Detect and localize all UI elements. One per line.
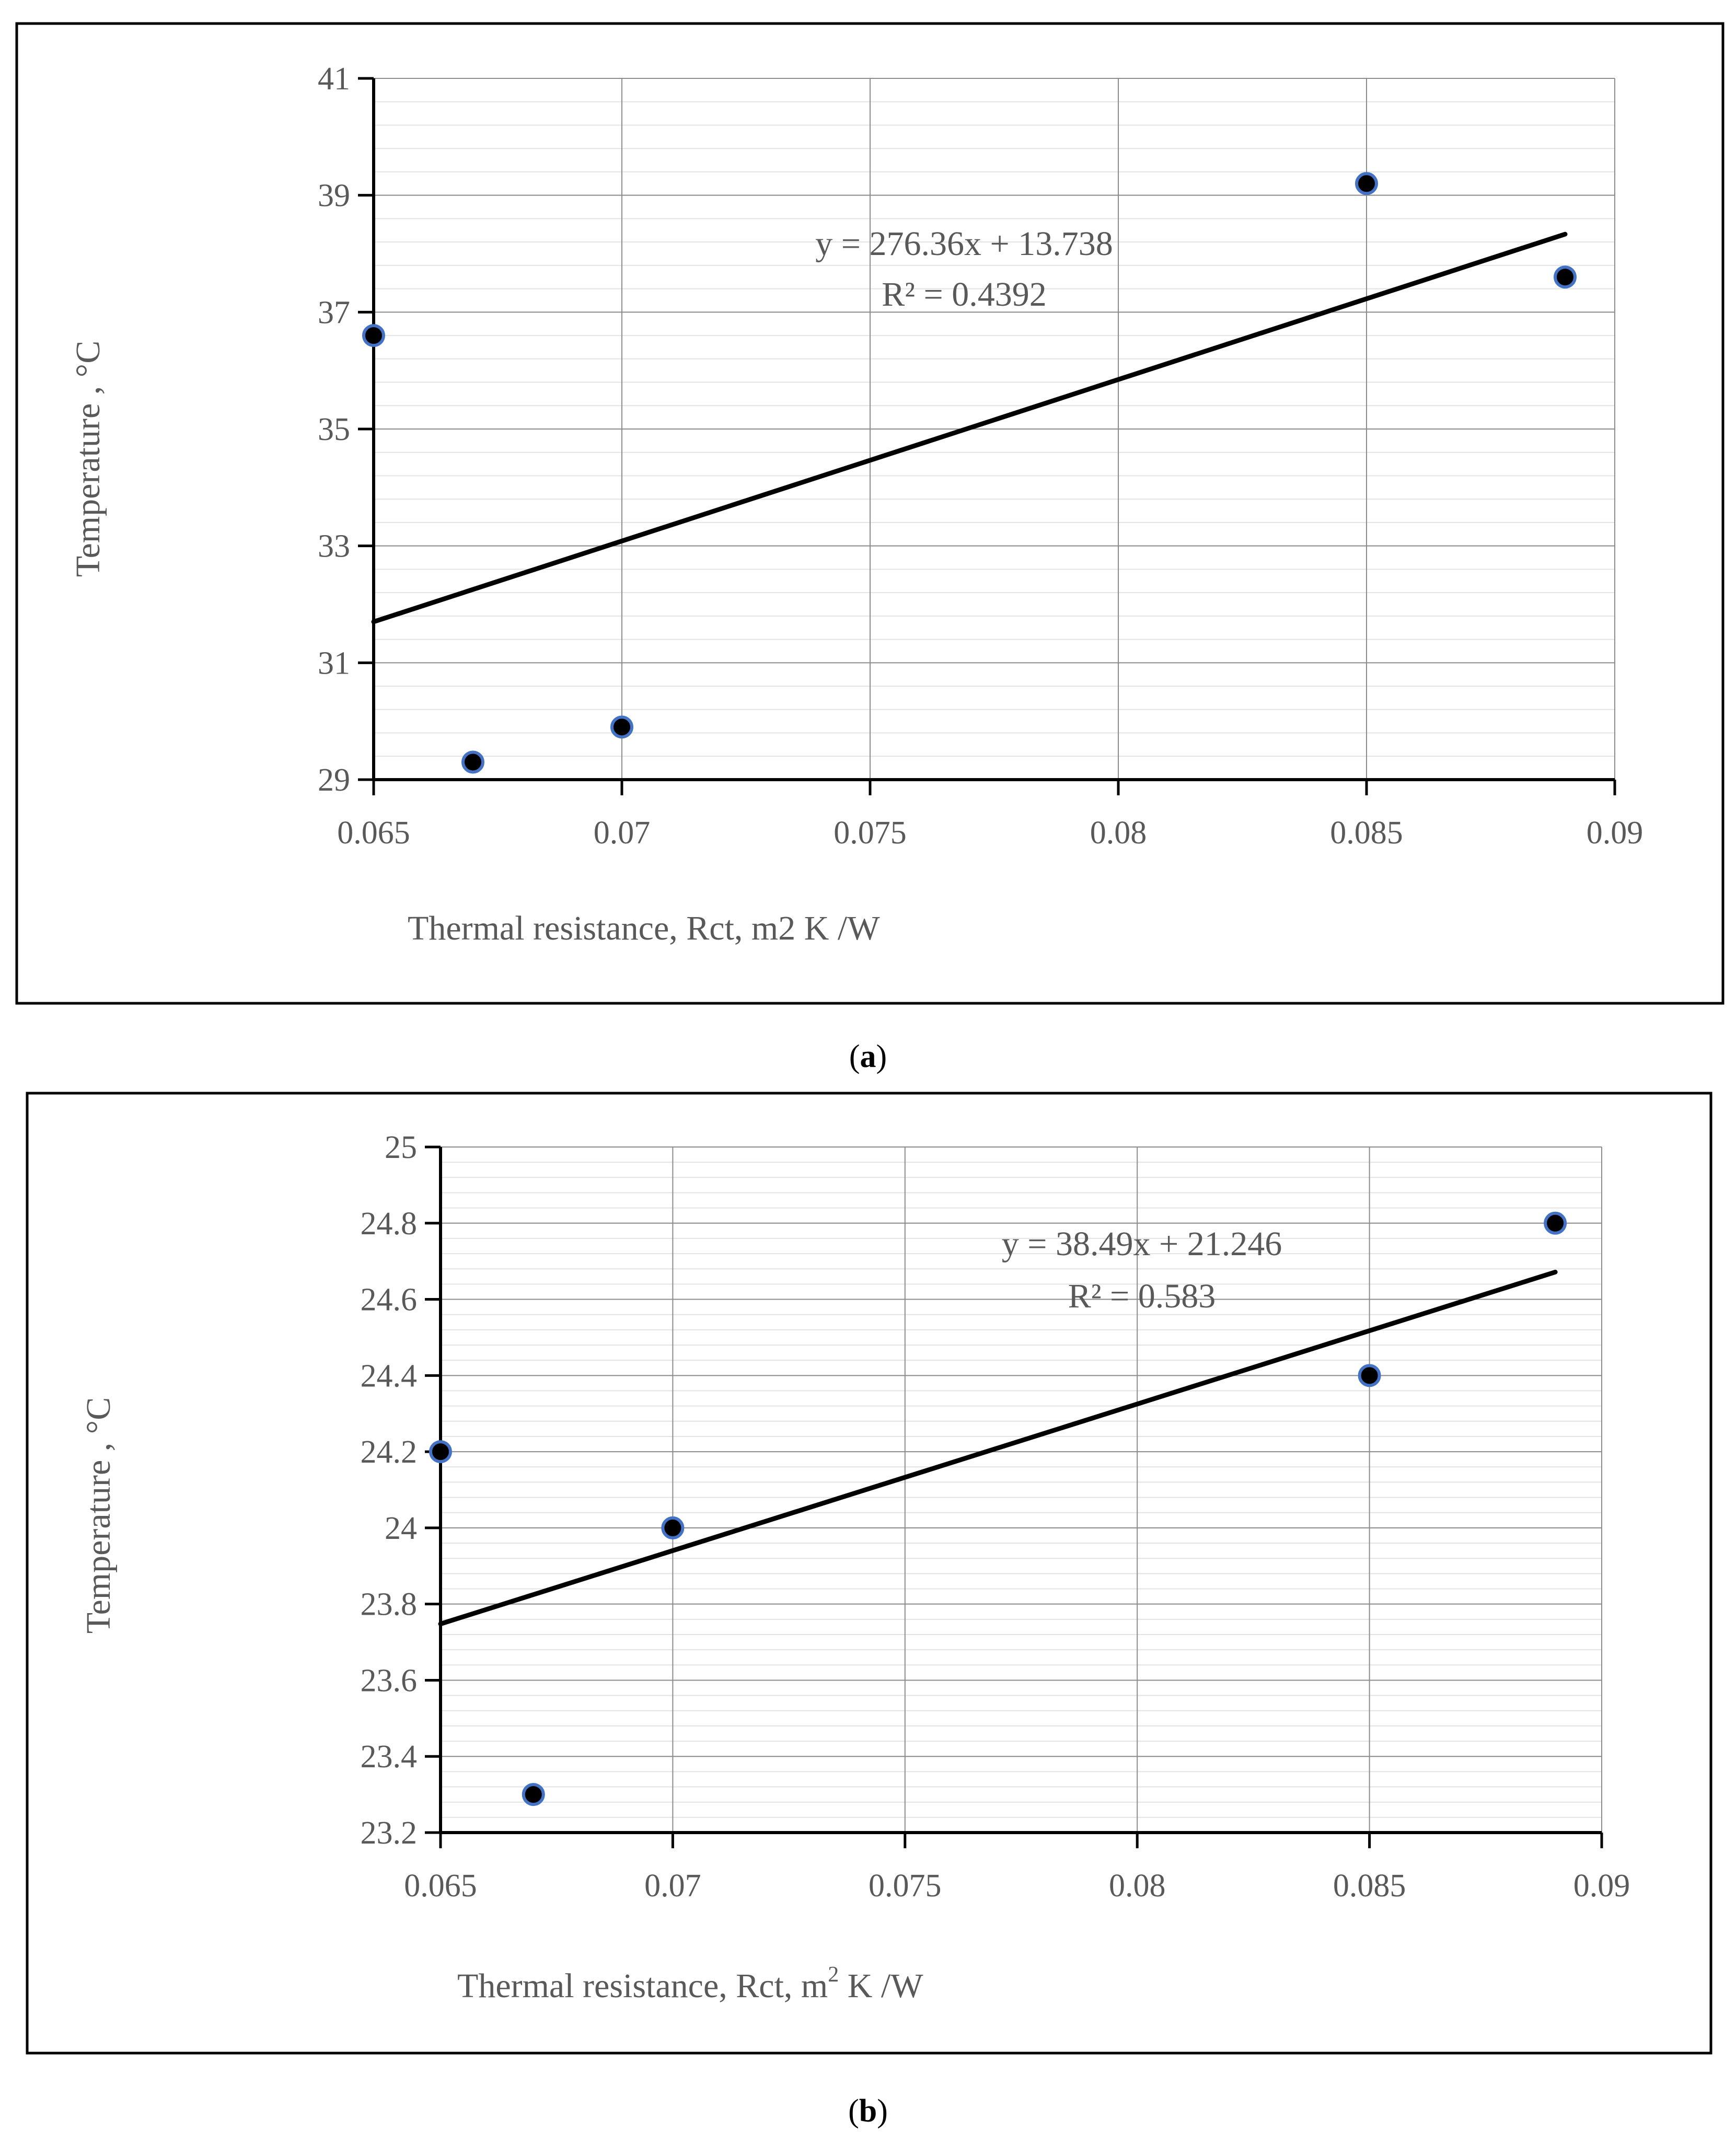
panel-a-major-grid <box>374 78 1615 780</box>
panel-a-y-tick-label: 35 <box>318 412 350 447</box>
panel-a-x-tick-label: 0.08 <box>1090 815 1147 851</box>
panel-a-y-tick-label: 29 <box>318 762 350 798</box>
panel-a-data-point <box>1355 172 1378 195</box>
panel-a-points <box>362 172 1577 774</box>
panel-a-x-tick-label: 0.075 <box>834 815 907 851</box>
panel-b-caption: (b) <box>848 2093 888 2129</box>
panel-b-y-tick-label: 23.4 <box>361 1739 418 1775</box>
panel-a-y-tick-label: 37 <box>318 295 350 330</box>
panel-a-trend-equation: y = 276.36x + 13.738 <box>815 225 1113 263</box>
panel-b-data-point <box>522 1783 545 1806</box>
panel-b-x-axis-title-main: Thermal resistance, Rct, m <box>457 1967 828 2005</box>
panel-a-x-tick-label: 0.065 <box>337 815 410 851</box>
panel-a-x-tick-label: 0.085 <box>1330 815 1403 851</box>
panel-a-trend-r2: R² = 0.4392 <box>882 275 1047 314</box>
panel-b-y-tick-labels: 23.2 23.4 23.6 23.8 24 24.2 24.4 24.6 24.8 25 <box>361 1130 418 1851</box>
panel-b-x-axis-title-tail: K /W <box>839 1967 923 2005</box>
panel-b-y-tick-label: 24.6 <box>361 1282 418 1318</box>
panel-b-points <box>429 1211 1567 1806</box>
panel-b-y-tick-label: 24.4 <box>361 1358 418 1394</box>
panel-b-data-point <box>661 1516 685 1539</box>
panel-b-trendline-group <box>438 1269 1558 1627</box>
panel-a-axes <box>358 77 1616 795</box>
panel-a-x-axis-title: Thermal resistance, Rct, m2 K /W <box>408 909 880 947</box>
panel-a-y-tick-label: 33 <box>318 529 350 564</box>
panel-a-y-tick-label: 41 <box>318 61 350 97</box>
panel-b-y-tick-label: 25 <box>385 1130 417 1165</box>
panel-a-caption: (a) <box>849 1039 887 1074</box>
panel-b-caption-letter: b <box>859 2093 877 2129</box>
panel-b-y-axis-title: Temperature , °C <box>79 1397 118 1633</box>
panel-b-x-tick-label: 0.075 <box>869 1868 942 1904</box>
panel-b-x-axis-title-sup: 2 <box>828 1963 839 1987</box>
panel-b-trendline <box>438 1269 1558 1627</box>
panel-b-y-tick-label: 24.8 <box>361 1206 418 1242</box>
panel-b-x-tick-label: 0.07 <box>644 1868 701 1904</box>
panel-a-x-tick-label: 0.07 <box>594 815 651 851</box>
panel-b-data-point <box>1358 1364 1381 1387</box>
panel-b-y-tick-label: 24 <box>385 1511 417 1546</box>
panel-b-x-tick-label: 0.065 <box>404 1868 477 1904</box>
panel-a-data-point <box>610 715 633 739</box>
panel-b-x-tick-label: 0.085 <box>1333 1868 1406 1904</box>
panel-a-data-point <box>362 324 385 347</box>
panel-a-y-tick-label: 39 <box>318 178 350 214</box>
panel-a-x-tick-label: 0.09 <box>1587 815 1644 851</box>
panel-a-data-point <box>1554 265 1577 289</box>
panel-b-data-point <box>1544 1211 1567 1235</box>
panel-b: 23.2 23.4 23.6 23.8 24 24.2 24.4 24.6 24.8 25 0.0… <box>26 1092 1712 2055</box>
panel-b-y-tick-label: 23.8 <box>361 1587 418 1623</box>
panel-a-y-axis-title: Temperature , °C <box>69 341 107 577</box>
panel-a-trendline-group <box>371 231 1568 624</box>
panel-b-x-tick-label: 0.08 <box>1109 1868 1166 1904</box>
panel-b-x-tick-label: 0.09 <box>1573 1868 1630 1904</box>
panel-a-y-tick-labels: 29 31 33 35 37 39 41 <box>318 61 350 798</box>
panel-b-x-axis-title: Thermal resistance, Rct, m2 K /W <box>457 1963 923 2005</box>
panel-b-y-tick-label: 23.2 <box>361 1815 418 1851</box>
panel-b-y-tick-label: 23.6 <box>361 1663 418 1698</box>
panel-b-x-tick-labels: 0.065 0.07 0.075 0.08 0.085 0.09 <box>404 1868 1630 1904</box>
panel-b-y-tick-label: 24.2 <box>361 1434 418 1470</box>
panel-a-y-tick-label: 31 <box>318 645 350 681</box>
panel-a-x-tick-labels: 0.065 0.07 0.075 0.08 0.085 0.09 <box>337 815 1643 851</box>
panel-b-axes <box>425 1145 1603 1848</box>
panel-a-data-point <box>461 750 484 774</box>
panel-b-major-grid <box>441 1146 1602 1833</box>
panel-b-trend-r2: R² = 0.583 <box>1068 1277 1216 1315</box>
panel-b-trend-equation: y = 38.49x + 21.246 <box>1002 1225 1282 1263</box>
panel-a-trendline <box>371 231 1568 624</box>
panel-b-data-point <box>429 1440 452 1464</box>
panel-a-caption-letter: a <box>860 1039 876 1074</box>
